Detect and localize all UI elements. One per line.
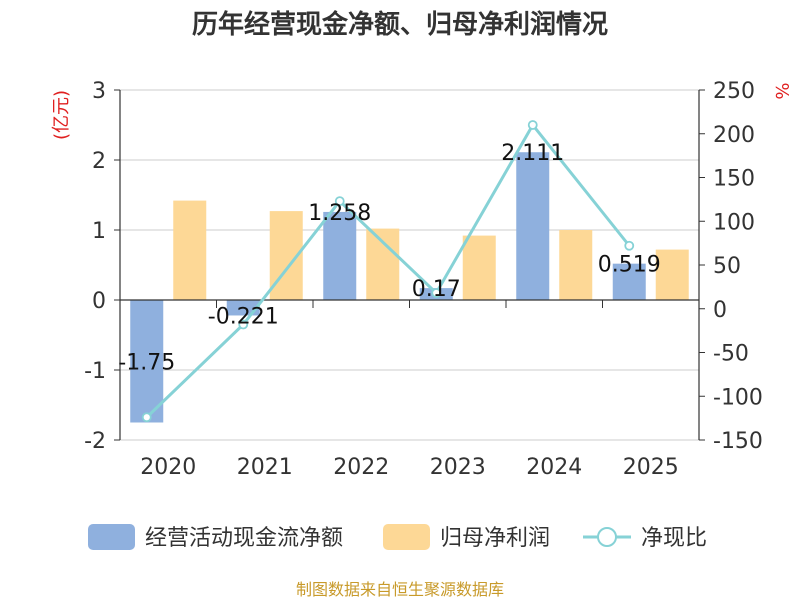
legend: 经营活动现金流净额 归母净利润 净现比 — [88, 524, 707, 551]
y-left-tick-label: -2 — [84, 429, 106, 454]
x-category-label: 2021 — [237, 455, 293, 480]
y-right-tick-label: -50 — [713, 342, 749, 367]
axes: -2 -1 0 1 2 3 -150 -100 -50 0 50 100 150 200 250 2020 20… — [84, 79, 763, 480]
y-left-tick-label: 3 — [92, 79, 106, 104]
y-left-tick-label: 0 — [92, 289, 106, 314]
cashflow-data-label: 1.258 — [308, 201, 371, 226]
legend-label: 归母净利润 — [440, 526, 550, 551]
cashflow-bar — [323, 211, 357, 300]
chart-title: 历年经营现金净额、归母净利润情况 — [192, 9, 608, 40]
x-category-label: 2023 — [430, 455, 486, 480]
x-category-label: 2020 — [140, 455, 196, 480]
cashflow-bar — [130, 300, 164, 423]
y-right-tick-label: 250 — [713, 79, 755, 104]
legend-marker — [597, 527, 617, 547]
legend-swatch — [88, 524, 135, 550]
y-right-tick-label: 100 — [713, 210, 755, 235]
y-right-tick-label: 200 — [713, 123, 755, 148]
ratio-point — [527, 120, 538, 130]
ratio-point — [141, 412, 152, 423]
data-source: 制图数据来自恒生聚源数据库 — [296, 580, 504, 599]
ratio-point — [334, 196, 345, 207]
x-category-label: 2022 — [333, 455, 389, 480]
y-right-tick-label: 150 — [713, 167, 755, 192]
y-right-tick-label: 50 — [713, 254, 741, 279]
grid-lines — [120, 89, 699, 441]
x-category-label: 2024 — [526, 455, 582, 480]
cashflow-data-label: 0.519 — [598, 253, 661, 278]
y-left-tick-label: -1 — [84, 359, 106, 384]
cashflow-data-label: -1.75 — [118, 350, 175, 375]
cashflow-data-label: -0.221 — [208, 304, 279, 329]
cashflow-bar — [516, 152, 550, 300]
y-right-tick-label: -100 — [713, 385, 763, 410]
y-left-unit: (亿元) — [51, 90, 72, 140]
y-left-tick-label: 1 — [92, 219, 106, 244]
net-profit-bar — [655, 249, 689, 300]
legend-label: 净现比 — [641, 526, 707, 551]
ratio-line — [141, 120, 635, 423]
net-profit-bar — [173, 200, 207, 300]
y-right-tick-label: 0 — [713, 298, 727, 323]
cashflow-data-label: 2.111 — [501, 141, 564, 166]
legend-swatch — [383, 524, 430, 550]
data-labels: -1.75 -0.221 1.258 0.17 2.111 0.519 — [118, 141, 660, 375]
y-right-tick-label: -150 — [713, 429, 763, 454]
ratio-point — [238, 319, 249, 330]
net-profit-bar — [366, 228, 400, 300]
x-category-label: 2025 — [623, 455, 679, 480]
y-left-tick-label: 2 — [92, 149, 106, 174]
ratio-point — [431, 288, 442, 298]
cashflow-bar — [612, 263, 646, 300]
ratio-series-line — [145, 122, 631, 419]
ratio-point — [624, 240, 635, 251]
cashflow-data-label: 0.17 — [412, 277, 461, 302]
net-profit-bar — [462, 235, 496, 300]
legend-label: 经营活动现金流净额 — [145, 526, 343, 551]
y-right-unit: % — [771, 82, 792, 99]
net-profit-bar — [559, 230, 593, 300]
bar-marks — [130, 152, 689, 423]
